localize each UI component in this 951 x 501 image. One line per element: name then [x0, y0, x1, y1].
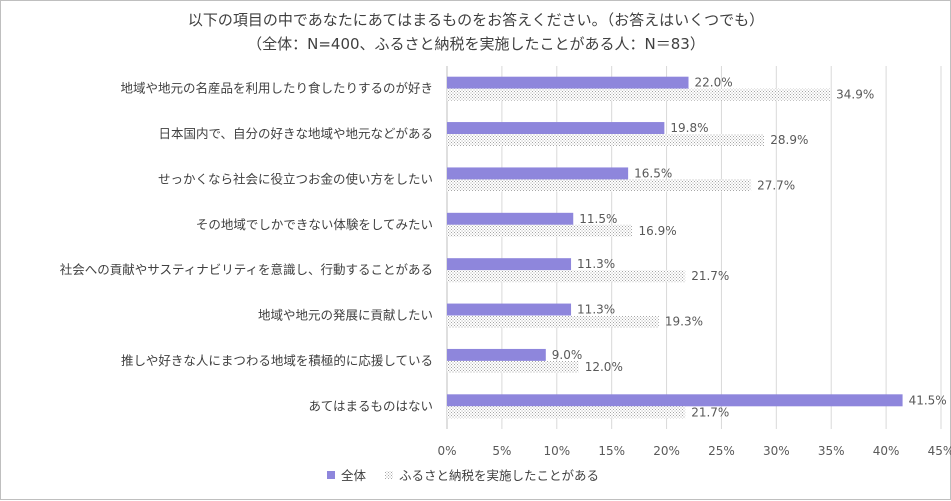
data-label: 27.7%: [757, 178, 795, 192]
legend-label: ふるさと納税を実施したことがある: [399, 468, 599, 483]
category-label: 地域や地元の名産品を利用したり食したりするのが好き: [120, 81, 433, 96]
bar-furusato: [447, 360, 579, 373]
x-tick-label: 35%: [818, 444, 845, 458]
data-label: 11.5%: [579, 212, 617, 226]
category-label: あてはまるものはない: [308, 398, 433, 413]
bars: [447, 76, 903, 419]
x-tick-label: 30%: [763, 444, 790, 458]
data-label: 16.9%: [639, 224, 677, 238]
data-label: 21.7%: [691, 269, 729, 283]
category-label: 地域や地元の発展に貢献したい: [258, 308, 433, 323]
category-label: 推しや好きな人にまつわる地域を積極的に応援している: [121, 353, 433, 368]
category-label: 社会への貢献やサスティナビリティを意識し、行動することがある: [60, 262, 433, 277]
data-label: 41.5%: [909, 393, 947, 407]
chart-title: 以下の項目の中であなたにあてはまるものをお答えください。（お答えはいくつでも）: [188, 11, 764, 29]
data-label: 19.8%: [670, 121, 708, 135]
bar-all: [447, 348, 546, 361]
legend-swatch: [327, 471, 335, 479]
bar-furusato: [447, 88, 831, 101]
category-label: その地域でしかできない体験をしてみたい: [196, 217, 433, 232]
category-label: せっかくなら社会に役立つお金の使い方をしたい: [158, 171, 433, 186]
bar-all: [447, 76, 689, 89]
bar-all: [447, 303, 572, 316]
x-tick-label: 20%: [653, 444, 680, 458]
data-label: 16.5%: [634, 166, 672, 180]
data-label: 28.9%: [770, 133, 808, 147]
legend-label: 全体: [341, 468, 367, 483]
x-tick-label: 5%: [492, 444, 511, 458]
data-label: 34.9%: [836, 88, 874, 102]
bar-all: [447, 212, 574, 225]
x-tick-label: 40%: [873, 444, 900, 458]
bar-all: [447, 258, 572, 271]
x-tick-label: 15%: [598, 444, 625, 458]
bar-all: [447, 122, 665, 135]
bar-furusato: [447, 179, 752, 192]
bar-all: [447, 167, 629, 180]
bar-furusato: [447, 224, 633, 237]
legend-swatch: [385, 471, 393, 479]
x-tick-label: 0%: [437, 444, 456, 458]
bar-furusato: [447, 134, 765, 147]
data-label: 9.0%: [552, 348, 583, 362]
x-tick-label: 10%: [543, 444, 570, 458]
labels: 0% 5% 10% 15% 20% 25% 30% 35% 40% 45% 地域や地元の名産品を利用…: [60, 76, 951, 458]
bar-furusato: [447, 406, 686, 419]
data-label: 19.3%: [665, 315, 703, 329]
chart-subtitle: （全体：N=400、ふるさと納税を実施したことがある人：N＝83）: [247, 35, 705, 53]
data-label: 11.3%: [577, 303, 615, 317]
data-label: 22.0%: [695, 76, 733, 90]
bar-all: [447, 394, 903, 407]
bar-furusato: [447, 315, 659, 328]
data-label: 21.7%: [691, 405, 729, 419]
x-tick-label: 45%: [928, 444, 951, 458]
category-label: 日本国内で、自分の好きな地域や地元などがある: [158, 126, 433, 141]
x-tick-label: 25%: [708, 444, 735, 458]
data-label: 11.3%: [577, 257, 615, 271]
legend: 全体 ふるさと納税を実施したことがある: [327, 468, 599, 483]
bar-furusato: [447, 270, 686, 283]
data-label: 12.0%: [585, 360, 623, 374]
